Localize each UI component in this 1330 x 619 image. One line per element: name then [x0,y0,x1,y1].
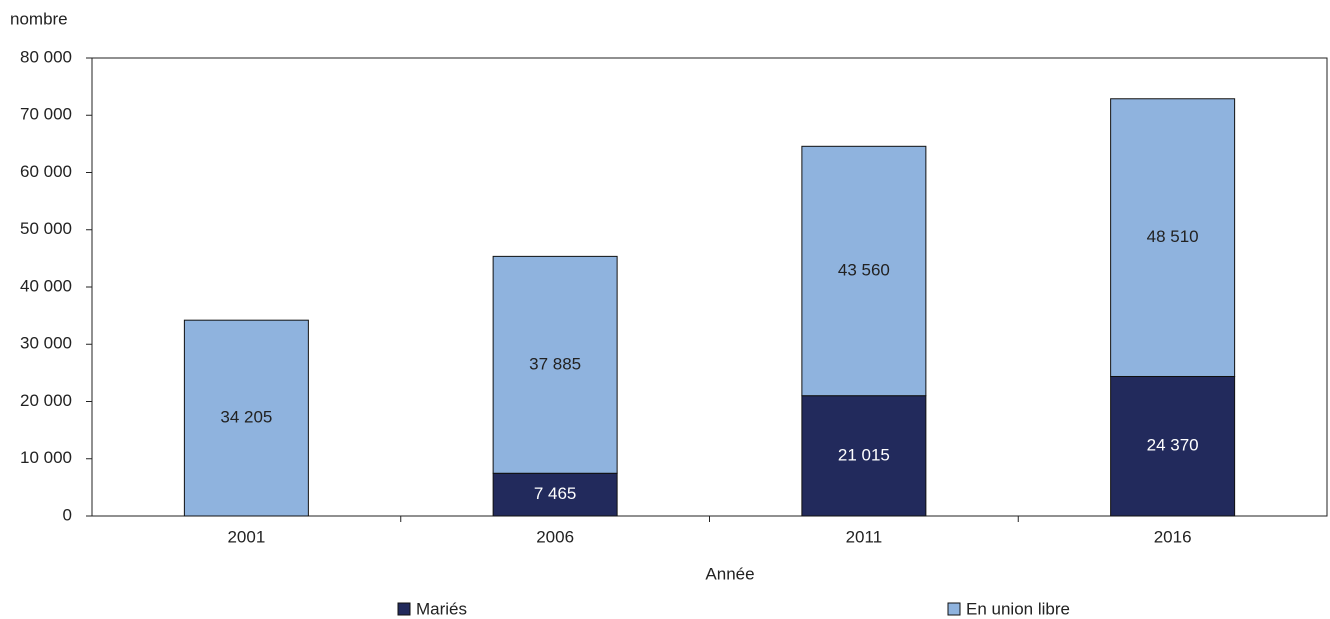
legend-swatch [947,602,961,616]
x-tick-label: 2001 [227,527,265,546]
y-tick-label: 20 000 [20,391,72,410]
legend-label: Mariés [416,599,467,618]
y-tick-label: 50 000 [20,219,72,238]
data-label: 37 885 [529,354,581,373]
y-tick-label: 10 000 [20,448,72,467]
legend-swatch [397,602,411,616]
y-tick-label: 30 000 [20,334,72,353]
y-tick-label: 80 000 [20,47,72,66]
x-tick-label: 2006 [536,527,574,546]
y-tick-label: 60 000 [20,162,72,181]
y-tick-label: 70 000 [20,105,72,124]
y-tick-label: 0 [63,505,72,524]
data-label: 48 510 [1147,227,1199,246]
bar-segment [183,319,309,517]
x-tick-label: 2016 [1154,527,1192,546]
y-axis-title: nombre [10,9,68,28]
x-tick-label: 2011 [846,527,883,546]
legend-label: En union libre [966,599,1070,618]
bar-segment [492,255,618,474]
bar-segment [1110,98,1236,377]
data-label: 7 465 [534,484,577,503]
bar-segment [1110,375,1236,517]
data-label: 34 205 [220,408,272,427]
data-label: 24 370 [1147,436,1199,455]
y-tick-label: 40 000 [20,276,72,295]
data-label: 21 015 [838,445,890,464]
bar-segment [801,145,927,397]
data-label: 43 560 [838,260,890,279]
x-axis-title: Année [705,564,754,583]
